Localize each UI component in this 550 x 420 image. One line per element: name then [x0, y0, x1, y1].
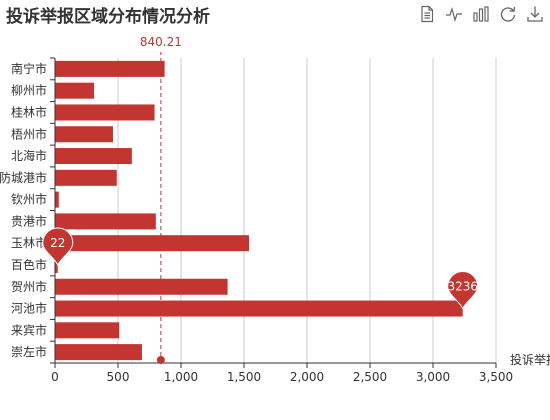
y-tick-label: 北海市 — [11, 148, 47, 163]
bar-玉林市 — [55, 235, 250, 252]
bar-百色市 — [55, 256, 58, 273]
bar-崇左市 — [55, 344, 142, 361]
y-tick-label: 钦州市 — [11, 192, 47, 207]
x-tick-label: 1,500 — [227, 370, 261, 384]
x-tick-label: 2,000 — [290, 370, 324, 384]
x-tick-label: 2,500 — [353, 370, 387, 384]
restore-icon[interactable] — [498, 4, 518, 24]
mark-pin-min — [42, 227, 74, 267]
x-axis-name: 投诉举报 — [510, 352, 550, 367]
mark-pin-max — [447, 271, 479, 310]
bar-贵港市 — [55, 213, 156, 230]
bar-chart-icon[interactable] — [471, 4, 491, 24]
bar-来宾市 — [55, 322, 120, 339]
y-tick-label: 柳州市 — [11, 83, 47, 98]
y-tick-label: 玉林市 — [11, 235, 47, 250]
x-tick-label: 0 — [51, 370, 59, 384]
y-tick-label: 桂林市 — [11, 104, 47, 119]
mark-pin-label-min: 22 — [50, 236, 65, 250]
bar-防城港市 — [55, 169, 117, 186]
line-chart-icon[interactable] — [444, 4, 464, 24]
save-image-icon[interactable] — [525, 4, 545, 24]
x-tick-label: 500 — [107, 370, 130, 384]
bar-河池市 — [55, 300, 463, 317]
bar-柳州市 — [55, 82, 95, 99]
bar-贺州市 — [55, 278, 228, 295]
bar-北海市 — [55, 148, 132, 165]
y-tick-label: 贺州市 — [11, 279, 47, 294]
y-tick-label: 贵港市 — [11, 213, 47, 228]
toolbox — [417, 4, 545, 24]
x-tick-label: 1,000 — [164, 370, 198, 384]
y-tick-label: 梧州市 — [11, 126, 47, 141]
bar-梧州市 — [55, 126, 113, 143]
y-tick-label: 南宁市 — [11, 61, 47, 76]
y-tick-label: 来宾市 — [11, 322, 47, 337]
chart-title: 投诉举报区域分布情况分析 — [6, 7, 210, 27]
mark-pin-label-max: 3236 — [447, 280, 478, 294]
y-tick-label: 百色市 — [11, 257, 47, 272]
y-tick-label: 防城港市 — [0, 170, 47, 185]
x-tick-label: 3,500 — [479, 370, 513, 384]
data-view-icon[interactable] — [417, 4, 437, 24]
bar-桂林市 — [55, 104, 155, 121]
y-tick-label: 崇左市 — [11, 344, 47, 359]
average-mark-dot — [156, 356, 165, 364]
bar-钦州市 — [55, 191, 59, 208]
x-tick-label: 3,000 — [416, 370, 450, 384]
average-mark-label: 840.21 — [140, 35, 182, 49]
bar-南宁市 — [55, 60, 165, 77]
y-tick-label: 河池市 — [11, 301, 47, 316]
